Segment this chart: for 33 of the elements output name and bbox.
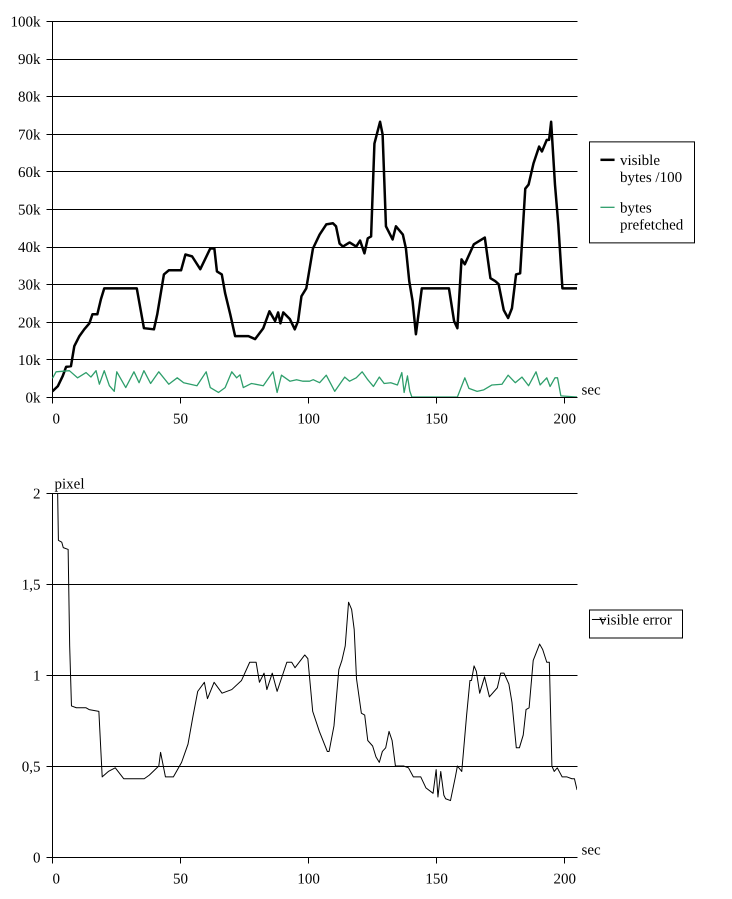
x-tick-label: 150 — [425, 872, 448, 888]
y-tick-label: 2 — [33, 486, 40, 502]
x-tick-label: 0 — [52, 412, 60, 428]
y-tick-label: 1,5 — [22, 578, 40, 594]
y-tick-label: 0,5 — [22, 760, 40, 776]
x-axis-title: sec — [582, 842, 601, 858]
x-tick-label: 200 — [553, 872, 576, 888]
legend-label: bytes prefetched — [620, 200, 684, 234]
y-tick-label: 80k — [18, 90, 41, 106]
y-tick-label: 40k — [18, 240, 41, 256]
y-tick-label: 0 — [33, 850, 40, 866]
legend-label: visible bytes /100 — [620, 152, 682, 186]
y-tick-label: 100k — [10, 14, 41, 30]
x-tick-label: 50 — [173, 412, 188, 428]
y-tick-label: 50k — [18, 202, 41, 218]
x-tick-label: 200 — [553, 412, 576, 428]
line-series — [52, 370, 577, 397]
y-tick-label: 10k — [18, 352, 41, 369]
y-tick-label: 90k — [18, 52, 41, 68]
y-tick-label: 60k — [18, 164, 41, 181]
x-tick-label: 0 — [52, 872, 60, 888]
x-axis-title: sec — [582, 382, 601, 398]
y-tick-label: 1 — [33, 668, 40, 684]
x-tick-label: 100 — [297, 872, 320, 888]
x-tick-label: 150 — [425, 412, 448, 428]
x-tick-label: 100 — [297, 412, 320, 428]
y-axis-title: pixel — [54, 476, 84, 492]
text: visible error — [599, 612, 672, 628]
y-tick-label: 20k — [18, 315, 41, 332]
x-tick-label: 50 — [173, 872, 188, 888]
y-tick-label: 0k — [26, 390, 41, 406]
y-tick-label: 70k — [18, 127, 41, 144]
y-tick-label: 30k — [18, 278, 41, 294]
